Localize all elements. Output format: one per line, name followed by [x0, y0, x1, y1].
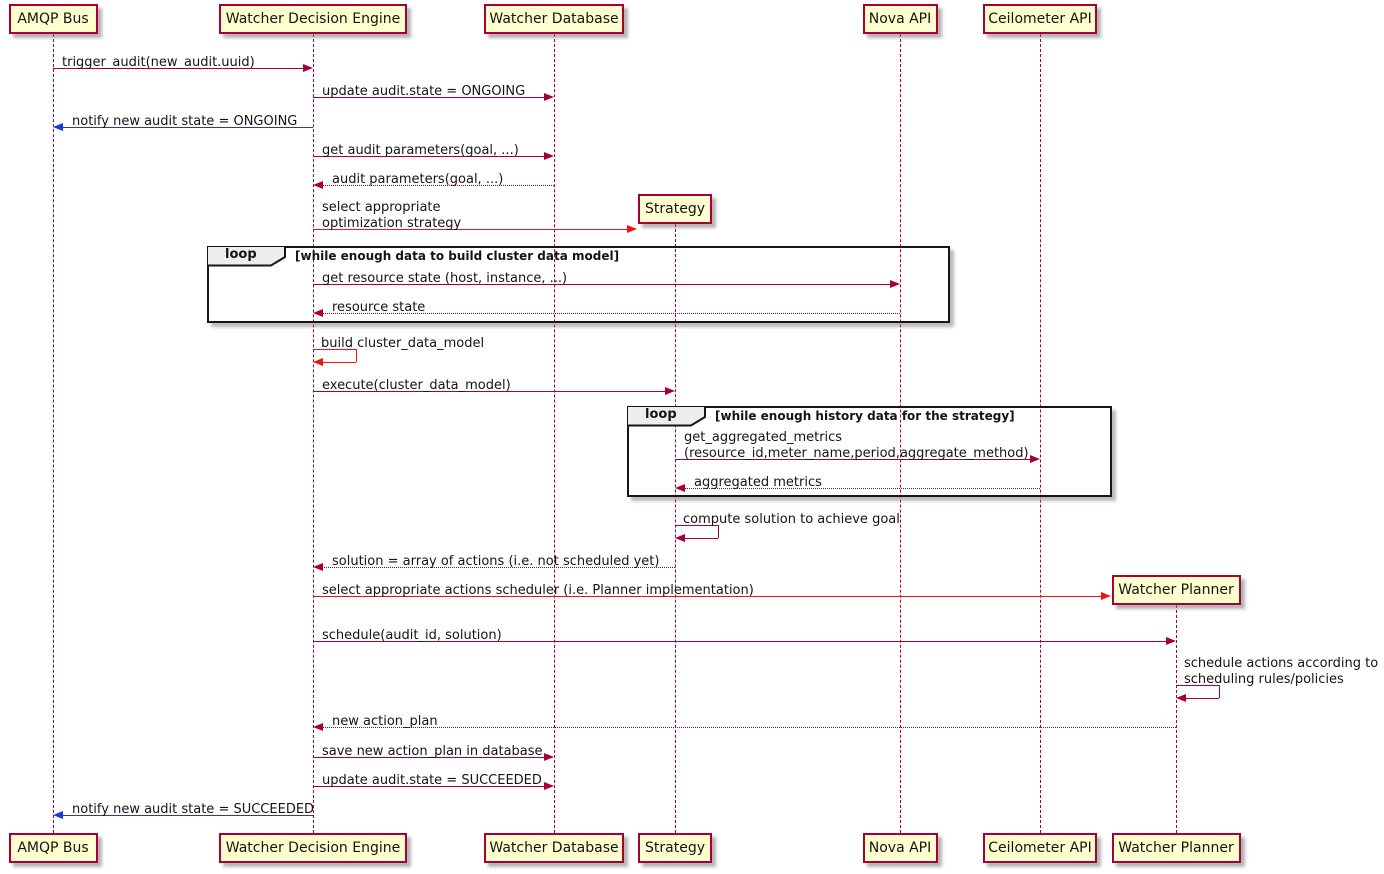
- message-label: update audit.state = SUCCEEDED: [322, 773, 542, 788]
- arrowhead: [675, 483, 685, 492]
- message-line: [313, 97, 545, 98]
- message-label: aggregated metrics: [694, 475, 822, 490]
- message-line: [313, 284, 891, 285]
- arrowhead: [544, 92, 554, 101]
- message-line: [675, 459, 1031, 460]
- message-label: solution = array of actions (i.e. not sc…: [332, 554, 660, 569]
- arrowhead: [890, 279, 900, 288]
- message-line: [313, 641, 1167, 642]
- loop-keyword: loop: [225, 247, 257, 262]
- message-label: new action_plan: [332, 714, 438, 729]
- message-line: [322, 567, 675, 568]
- message-label: select appropriate actions scheduler (i.…: [322, 583, 754, 598]
- loop-frame-2: [626, 405, 1112, 497]
- lifeline-planner: [1176, 605, 1177, 833]
- message-label: build cluster_data_model: [321, 336, 485, 351]
- arrowhead: [544, 151, 554, 160]
- message-label: save new action_plan in database: [322, 744, 543, 759]
- message-label: update audit.state = ONGOING: [322, 84, 526, 99]
- lifeline-amqp: [53, 34, 54, 833]
- arrowhead: [313, 357, 323, 366]
- message-line: [313, 156, 545, 157]
- participant-database-footer: Watcher Database: [484, 833, 624, 863]
- message-label: get resource state (host, instance, ...): [322, 271, 568, 286]
- message-label: select appropriate optimization strategy: [322, 200, 462, 231]
- lifeline-ceilometer: [1040, 34, 1041, 833]
- message-line: [62, 815, 313, 816]
- message-label: get audit parameters(goal, ...): [322, 143, 519, 158]
- self-message-line: [313, 349, 356, 350]
- arrowhead: [313, 308, 323, 317]
- self-message-line: [356, 349, 357, 362]
- self-message-line: [1176, 685, 1219, 686]
- participant-nova-footer: Nova API: [862, 833, 938, 863]
- message-line: [313, 229, 628, 230]
- message-line: [684, 488, 1040, 489]
- loop-frame-1: [206, 245, 950, 323]
- self-message-line: [684, 538, 718, 539]
- arrowhead: [313, 180, 323, 189]
- self-message-line: [718, 525, 719, 538]
- message-line: [322, 313, 900, 314]
- arrowhead: [303, 63, 313, 72]
- participant-planner-footer: Watcher Planner: [1111, 833, 1241, 863]
- participant-engine-footer: Watcher Decision Engine: [219, 833, 407, 863]
- message-label: notify new audit state = ONGOING: [72, 114, 298, 129]
- participant-amqp-footer: AMQP Bus: [8, 833, 98, 863]
- message-label: compute solution to achieve goal: [683, 512, 900, 527]
- participant-strategy: Strategy: [638, 194, 712, 224]
- message-line: [322, 727, 1176, 728]
- message-label: resource state: [332, 300, 426, 315]
- arrowhead: [675, 533, 685, 542]
- participant-ceilometer: Ceilometer API: [983, 4, 1097, 34]
- self-message-line: [1219, 685, 1220, 698]
- arrowhead: [53, 810, 63, 819]
- message-line: [53, 68, 304, 69]
- self-message-line: [1185, 698, 1219, 699]
- arrowhead: [1176, 693, 1186, 702]
- arrowhead: [665, 386, 675, 395]
- message-label: execute(cluster_data_model): [322, 378, 511, 393]
- self-message-line: [675, 525, 718, 526]
- message-label: audit parameters(goal, ...): [332, 172, 504, 187]
- arrowhead: [544, 752, 554, 761]
- lifeline-nova: [900, 34, 901, 833]
- loop-keyword: loop: [645, 407, 677, 422]
- lifeline-strategy: [675, 224, 676, 833]
- message-line: [313, 757, 545, 758]
- loop-condition: [while enough data to build cluster data…: [295, 249, 620, 263]
- message-label: schedule actions according to scheduling …: [1184, 656, 1379, 687]
- participant-planner: Watcher Planner: [1111, 575, 1241, 605]
- arrowhead: [544, 781, 554, 790]
- message-label: notify new audit state = SUCCEEDED: [72, 802, 315, 817]
- arrowhead: [1166, 636, 1176, 645]
- message-line: [62, 127, 313, 128]
- participant-strategy-footer: Strategy: [638, 833, 712, 863]
- loop-header-icon: [206, 245, 287, 271]
- self-message-line: [322, 362, 356, 363]
- participant-ceilometer-footer: Ceilometer API: [983, 833, 1097, 863]
- arrowhead: [1100, 591, 1111, 600]
- participant-nova: Nova API: [862, 4, 938, 34]
- lifeline-database: [554, 34, 555, 833]
- lifeline-engine: [313, 34, 314, 833]
- message-label: get_aggregated_metrics (resource_id,meter…: [684, 430, 1029, 461]
- arrowhead: [627, 224, 637, 233]
- message-line: [313, 391, 666, 392]
- message-label: trigger_audit(new_audit.uuid): [62, 55, 255, 70]
- arrowhead: [313, 562, 323, 571]
- arrowhead: [313, 722, 323, 731]
- message-line: [313, 786, 545, 787]
- arrowhead: [1030, 454, 1040, 463]
- loop-condition: [while enough history data for the strat…: [715, 409, 1015, 423]
- message-line: [313, 596, 1102, 597]
- loop-header-icon: [626, 405, 707, 431]
- participant-engine: Watcher Decision Engine: [219, 4, 407, 34]
- message-label: schedule(audit_id, solution): [322, 628, 502, 643]
- participant-amqp: AMQP Bus: [8, 4, 98, 34]
- message-line: [322, 185, 554, 186]
- arrowhead: [53, 122, 63, 131]
- participant-database: Watcher Database: [484, 4, 624, 34]
